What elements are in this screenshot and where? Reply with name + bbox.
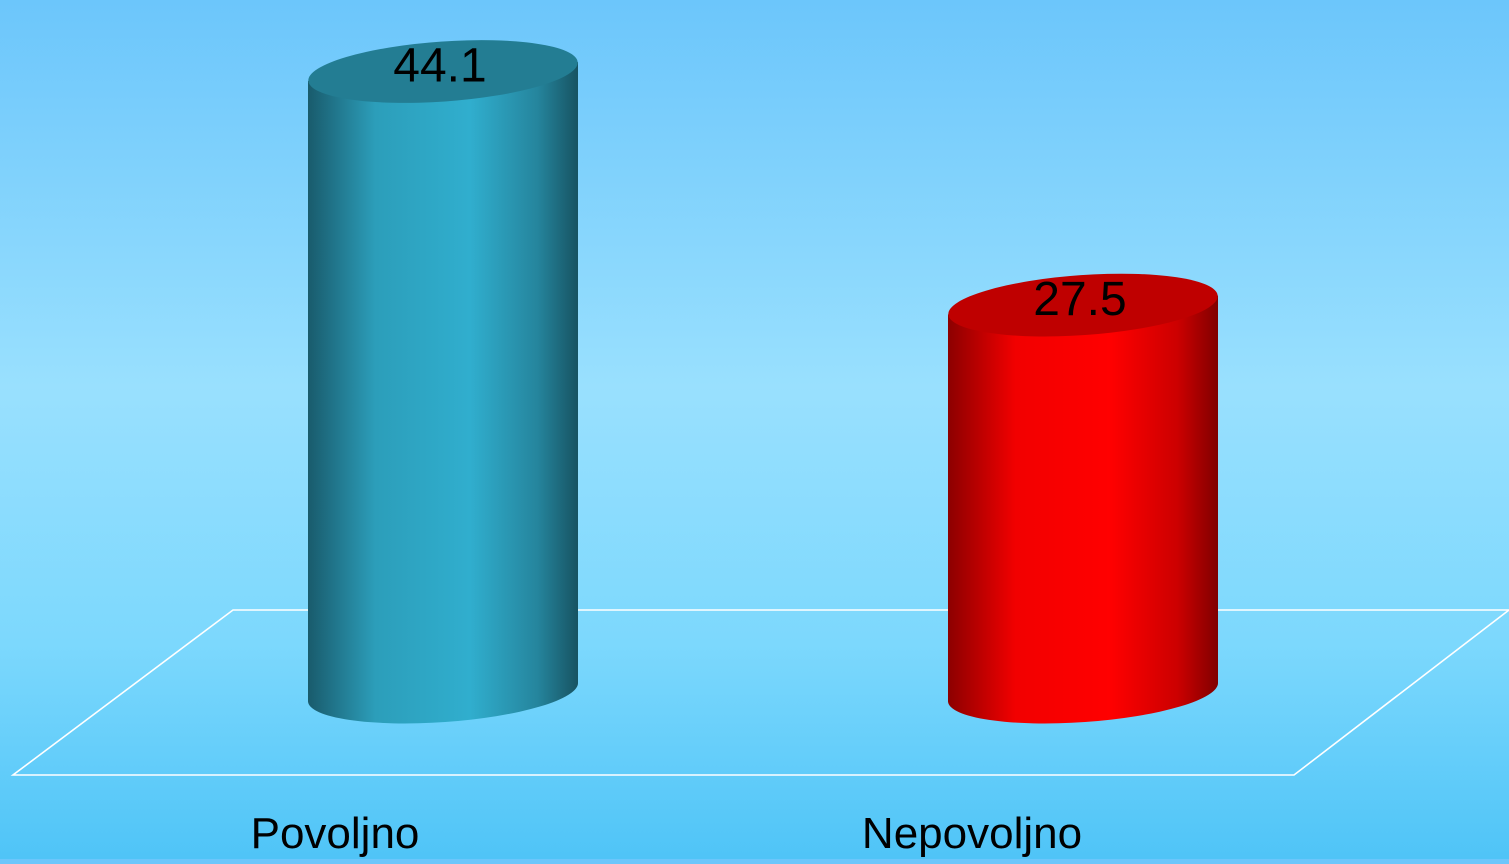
bar-nepovoljno [948,273,1219,724]
category-label-povoljno: Povoljno [251,809,420,858]
bar-top-cap-1 [948,273,1218,337]
bar-top-cap-0 [308,40,578,103]
data-label-nepovoljno: 27.5 [1033,273,1126,326]
bar-body-0 [308,62,579,724]
labels-layer: 44.1 Povoljno 27.5 Nepovoljno [251,40,1127,858]
category-label-nepovoljno: Nepovoljno [862,809,1082,858]
chart-floor [10,609,1509,776]
bars-layer [308,40,1219,724]
bar-povoljno [308,40,579,724]
bar-body-1 [948,295,1219,724]
data-label-povoljno: 44.1 [393,40,486,93]
